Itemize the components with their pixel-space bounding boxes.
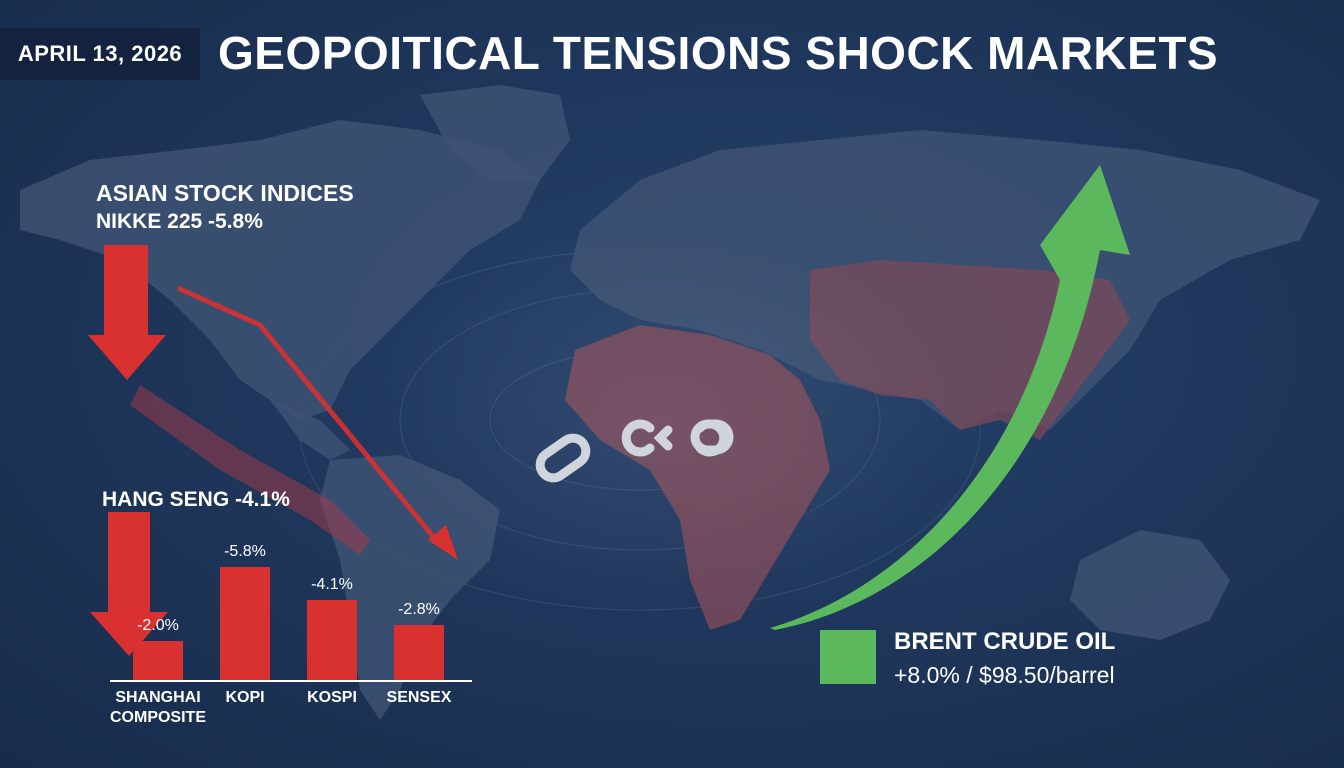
category-label: KOSPI (307, 689, 357, 706)
decline-trend-arrowhead (428, 525, 458, 560)
oil-legend-swatch (820, 630, 876, 684)
bar-data-label: -2.0% (137, 617, 179, 635)
category-label: SHANGHAI COMPOSITE (109, 689, 206, 726)
hang-seng-annotation: HANG SENG -4.1% (102, 488, 290, 511)
bar-1 (133, 641, 183, 680)
up-arrow-icon (770, 165, 1130, 630)
bar-3 (307, 600, 357, 680)
bar-data-label: -5.8% (224, 543, 266, 560)
page-title: GEOPOITICAL TENSIONS SHOCK MARKETS (218, 27, 1219, 79)
category-label: KOPI (225, 689, 265, 706)
bar-2 (220, 567, 270, 680)
bar-data-label: -2.8% (398, 601, 440, 619)
bar-data-label: -4.1% (311, 576, 353, 594)
chart-baseline (110, 680, 472, 682)
nikkei-annotation: NIKKE 225 -5.8% (96, 210, 263, 233)
oil-title: BRENT CRUDE OIL (894, 628, 1116, 655)
oil-value: +8.0% / $98.50/barrel (894, 662, 1115, 688)
continent-north-america (20, 120, 540, 420)
continent-australia (1070, 530, 1230, 640)
continent-greenland (420, 85, 570, 180)
asian-indices-title: ASIAN STOCK INDICES (96, 180, 354, 206)
decline-ribbon (130, 385, 370, 555)
broken-chain-icon (535, 419, 734, 483)
bar-4 (394, 625, 444, 680)
date-badge: APRIL 13, 2026 (0, 28, 200, 80)
down-arrow-icon (90, 512, 168, 656)
continent-central-america (270, 400, 350, 460)
category-label: SENSEX (386, 689, 452, 706)
decline-trend-line (176, 285, 442, 547)
down-arrow-icon (88, 245, 166, 380)
